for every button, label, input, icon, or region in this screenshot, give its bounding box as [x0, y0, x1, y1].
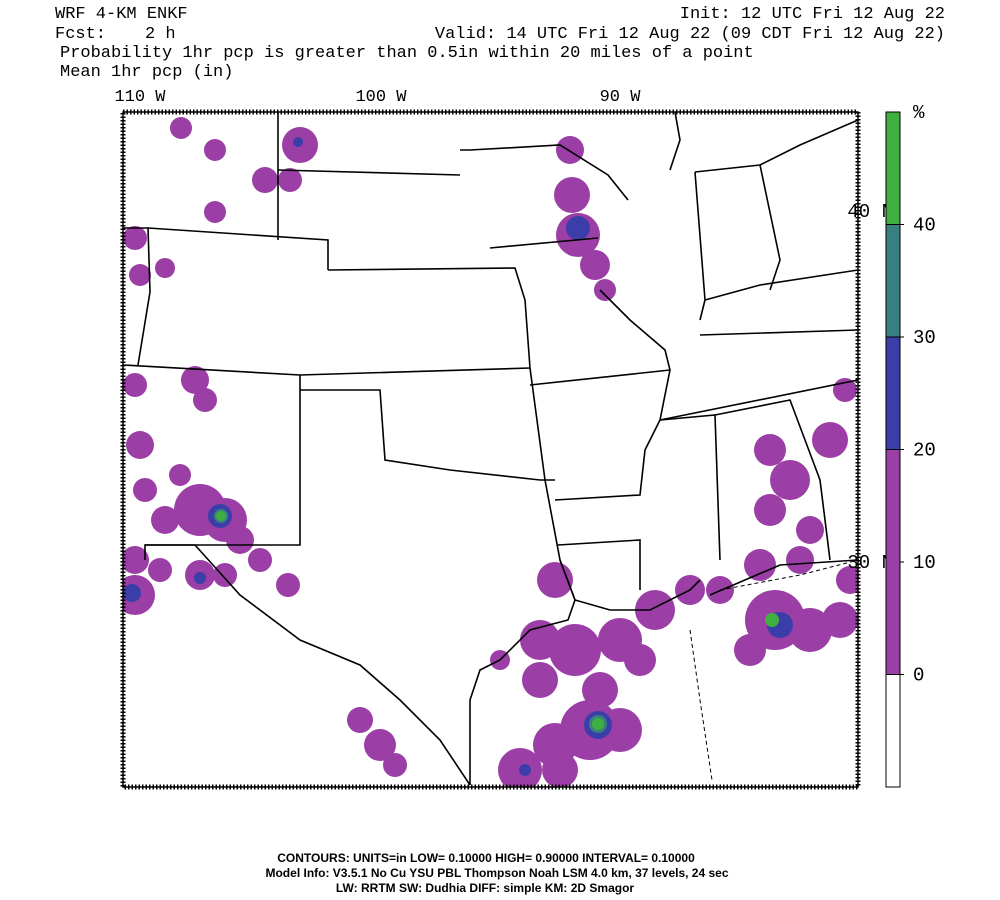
- map: [120, 109, 861, 790]
- colorbar-segment: [885, 224, 901, 338]
- longitude-label: 110 W: [114, 88, 166, 107]
- latitude-label: 30 N: [847, 552, 893, 574]
- map-frame-line: [122, 111, 859, 788]
- footer-model-info: Model Info: V3.5.1 No Cu YSU PBL Thompso…: [265, 866, 728, 880]
- colorbar-segment: [885, 449, 901, 675]
- field-title: Probability 1hr pcp is greater than 0.5i…: [60, 44, 754, 63]
- longitude-label: 90 W: [600, 88, 642, 107]
- field-subtitle: Mean 1hr pcp (in): [60, 63, 233, 82]
- colorbar-segment: [885, 674, 901, 788]
- latitude-label: 40 N: [847, 201, 893, 223]
- colorbar-segment: [885, 336, 901, 450]
- valid-time: Valid: 14 UTC Fri 12 Aug 22 (09 CDT Fri …: [435, 25, 945, 44]
- map-frame: [120, 109, 861, 790]
- colorbar-tick-label: 40: [913, 215, 936, 237]
- colorbar-tick-label: 20: [913, 440, 936, 462]
- longitude-label: 100 W: [355, 88, 407, 107]
- colorbar: % 0 10 20 30 40: [885, 102, 936, 788]
- state-borders: [123, 112, 858, 786]
- colorbar-unit: %: [913, 102, 925, 124]
- colorbar-tick-label: 30: [913, 327, 936, 349]
- forecast-value: 2 h: [145, 25, 176, 44]
- footer-physics: LW: RRTM SW: Dudhia DIFF: simple KM: 2D …: [336, 881, 635, 895]
- model-title: WRF 4-KM ENKF: [55, 5, 188, 24]
- colorbar-tick-label: 0: [913, 665, 924, 687]
- precip-blobs: [123, 117, 858, 787]
- colorbar-tick-label: 10: [913, 552, 936, 574]
- forecast-label: Fcst:: [55, 25, 106, 44]
- footer-contours: CONTOURS: UNITS=in LOW= 0.10000 HIGH= 0.…: [277, 851, 695, 865]
- colorbar-segment: [885, 111, 901, 225]
- init-time: Init: 12 UTC Fri 12 Aug 22: [680, 5, 945, 24]
